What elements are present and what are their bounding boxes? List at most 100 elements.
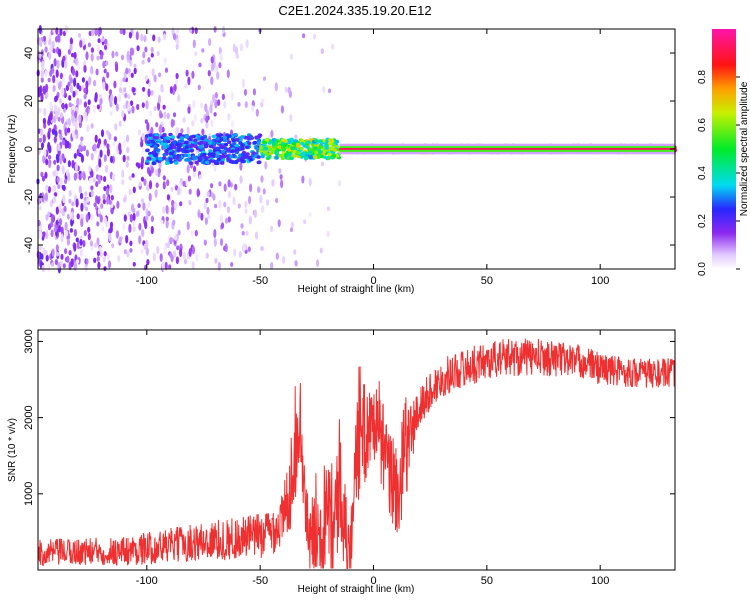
- heatmap-cell: [234, 144, 240, 148]
- heatmap-panel: -100 -50 0 50 100 -40 -20 0 20 40 Height of stra…: [7, 24, 678, 295]
- heatmap-cell: [165, 216, 169, 222]
- heatmap-cell: [48, 145, 52, 154]
- heatmap-cell: [230, 149, 236, 153]
- heatmap-cell: [326, 230, 330, 238]
- heatmap-cell: [54, 111, 59, 120]
- heatmap-cell: [162, 104, 166, 110]
- heatmap-cell: [191, 26, 195, 34]
- heatmap-cell: [53, 159, 57, 165]
- heatmap-cell: [117, 255, 121, 262]
- heatmap-cell: [244, 145, 250, 149]
- heatmap-cell: [142, 202, 146, 211]
- heatmap-cell: [59, 177, 63, 187]
- heatmap-cell: [48, 52, 52, 60]
- heatmap-cell: [163, 57, 167, 64]
- heatmap-cell: [289, 53, 293, 60]
- heatmap-cell: [47, 263, 51, 273]
- heatmap-cell: [69, 212, 73, 218]
- heatmap-cell: [262, 188, 266, 195]
- heatmap-cell: [60, 226, 64, 234]
- heatmap-cell: [210, 120, 214, 127]
- heatmap-cell: [277, 219, 281, 228]
- heatmap-cell: [191, 155, 196, 159]
- heatmap-cell: [58, 218, 63, 226]
- heatmap-cell: [165, 136, 171, 140]
- heatmap-cell: [203, 138, 209, 142]
- heatmap-cell: [201, 48, 205, 53]
- heatmap-cell: [202, 152, 207, 157]
- heatmap-cell: [205, 121, 209, 129]
- heatmap-cell: [207, 70, 211, 77]
- heatmap-cell: [166, 241, 170, 249]
- heatmap-cell: [51, 248, 55, 257]
- heatmap-cell: [282, 255, 286, 264]
- heatmap-cell: [238, 250, 242, 258]
- heatmap-cell: [148, 192, 152, 202]
- heatmap-cell: [122, 223, 126, 230]
- heatmap-cell: [113, 136, 117, 142]
- heatmap-cell: [61, 139, 66, 146]
- heatmap-cell: [193, 144, 198, 149]
- heatmap-cell: [213, 112, 217, 117]
- heatmap-cell: [40, 171, 44, 178]
- heatmap-cell: [103, 176, 107, 182]
- heatmap-cell: [83, 87, 87, 94]
- heatmap-cell: [62, 76, 66, 83]
- heatmap-cell: [192, 170, 196, 178]
- x-tick-label: 50: [481, 275, 493, 287]
- heatmap-cell: [186, 157, 191, 162]
- heatmap-cell: [92, 177, 96, 183]
- heatmap-cell: [80, 218, 84, 228]
- heatmap-cell: [331, 143, 336, 147]
- heatmap-cell: [205, 115, 209, 124]
- heatmap-cell: [141, 156, 145, 165]
- heatmap-cell: [129, 213, 133, 223]
- x-tick-label: -100: [136, 575, 158, 587]
- heatmap-cell: [128, 189, 132, 196]
- heatmap-cell: [99, 214, 103, 223]
- heatmap-cell: [154, 136, 159, 140]
- heatmap-cell: [105, 130, 109, 135]
- heatmap-cell: [262, 140, 267, 145]
- heatmap-cell: [103, 44, 108, 51]
- heatmap-cell: [215, 154, 220, 159]
- heatmap-cell: [212, 193, 216, 201]
- heatmap-cell: [180, 128, 184, 134]
- heatmap-cell: [266, 199, 270, 206]
- heatmap-cell: [157, 167, 161, 174]
- heatmap-cell: [280, 105, 284, 114]
- heatmap-cell: [208, 159, 214, 163]
- heatmap-cell: [162, 133, 167, 137]
- heatmap-cell: [299, 146, 304, 151]
- heatmap-cell: [58, 129, 62, 134]
- heatmap-cell: [58, 48, 62, 58]
- heatmap-cell: [261, 98, 265, 103]
- heatmap-cell: [94, 28, 98, 36]
- heatmap-cell: [272, 145, 278, 150]
- heatmap-cell: [90, 53, 94, 62]
- heatmap-cell: [125, 134, 130, 143]
- snr-frame: [37, 329, 676, 571]
- colorbar-tick-label: 0.2: [697, 214, 708, 228]
- heatmap-cell: [62, 194, 66, 204]
- heatmap-cell: [42, 231, 46, 238]
- heatmap-cell: [214, 92, 218, 99]
- heatmap-cell: [83, 230, 87, 237]
- heatmap-cell: [152, 34, 156, 42]
- heatmap-cell: [271, 142, 277, 146]
- heatmap-cell: [153, 74, 157, 83]
- heatmap-cell: [78, 185, 82, 194]
- heatmap-cell: [186, 164, 190, 174]
- heatmap-cell: [193, 113, 197, 122]
- heatmap-cell: [103, 68, 107, 74]
- colorbar-tick-label: 0.8: [697, 70, 708, 84]
- heatmap-cell: [154, 168, 158, 176]
- heatmap-cell: [111, 50, 115, 59]
- heatmap-cell: [274, 156, 279, 160]
- heatmap-cell: [86, 124, 90, 133]
- heatmap-cell: [234, 183, 238, 191]
- snr-x-ticks: -100 -50 0 50 100: [136, 330, 609, 587]
- heatmap-cell: [263, 146, 268, 151]
- heatmap-cell: [210, 56, 214, 64]
- heatmap-cell: [197, 84, 201, 91]
